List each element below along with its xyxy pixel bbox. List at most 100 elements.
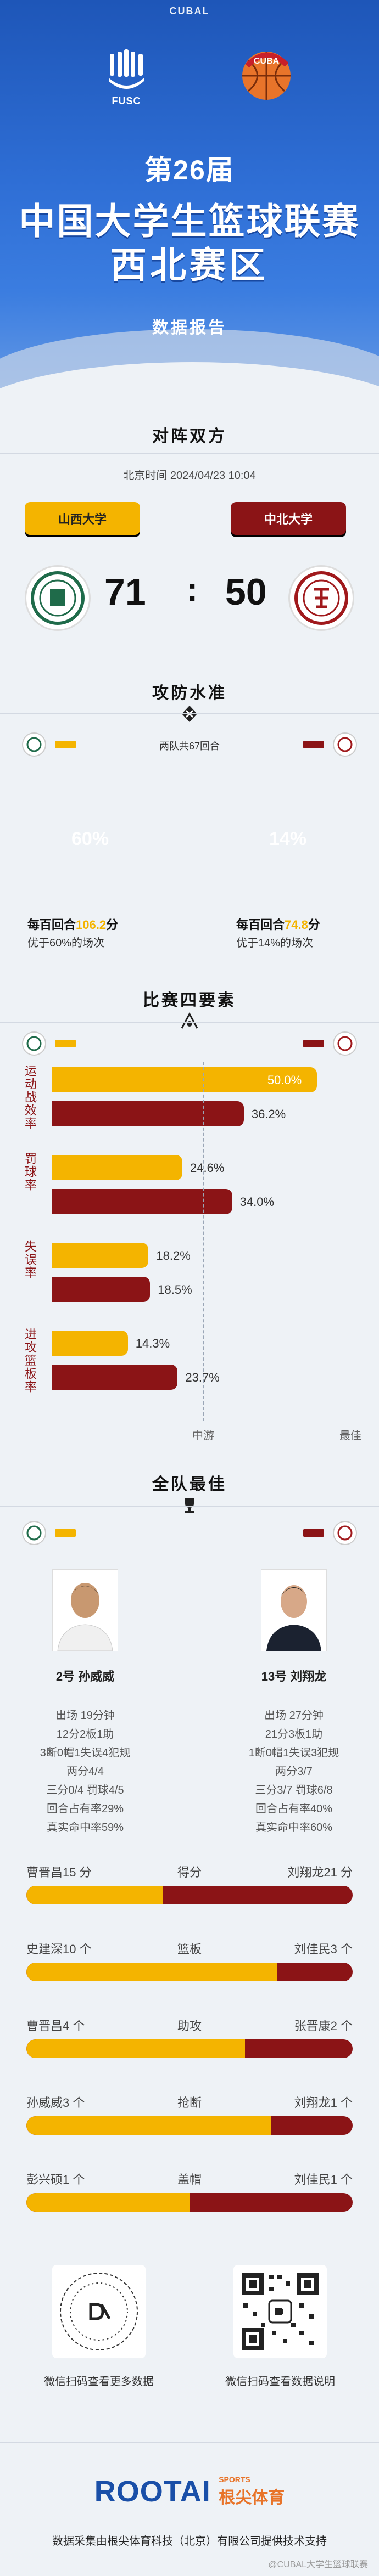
per100-prefix: 每百回合 [236, 918, 285, 932]
player-stat-line: 回合占有率29% [46, 1803, 124, 1815]
comparison-left-player: 曹晋昌4 个 [26, 2019, 85, 2033]
team-b-swatch [303, 1040, 324, 1047]
per100-value: 106.2 [76, 918, 107, 932]
score-separator: : [187, 571, 198, 608]
cuba-logo-icon: CUBA [236, 44, 297, 104]
comparison-stat-name: 得分 [177, 1865, 202, 1879]
team-b-swatch [303, 741, 324, 748]
factors-section-title: 比赛四要素 [143, 991, 236, 1010]
team-a-score: 71 [104, 571, 146, 613]
comparison-right-player: 刘翔龙21 分 [287, 1865, 353, 1879]
player-b-name: 13号 刘翔龙 [261, 1670, 327, 1683]
player-a-photo [52, 1569, 118, 1651]
qr-code-guide[interactable] [233, 2265, 327, 2358]
team-b-small-emblem-icon [333, 1031, 357, 1056]
team-a-pill: 山西大学 [25, 502, 140, 535]
per100-suffix: 分 [308, 918, 320, 932]
brand-cn: 根尖体育 [219, 2489, 285, 2507]
player-stat-line: 出场 19分钟 [55, 1710, 115, 1722]
factor-value-team-b: 23.7% [185, 1371, 220, 1384]
team-a-small-emblem-icon [22, 1031, 46, 1056]
cubal-wordmark: CUBAL [169, 5, 210, 16]
factor-label: 失误率 [23, 1240, 37, 1279]
fusc-logo: FUSC [102, 49, 151, 107]
divider [0, 453, 379, 454]
factor-value-team-a: 24.6% [190, 1161, 225, 1175]
player-b-photo [261, 1569, 327, 1651]
team-b-pill: 中北大学 [231, 502, 346, 535]
player-stat-line: 三分0/4 罚球4/5 [46, 1784, 124, 1796]
team-a-small-emblem-icon [22, 1521, 46, 1545]
region-title: 西北赛区 [110, 245, 269, 285]
team-b-per100: 每百回合74.8分 [236, 915, 320, 933]
comparison-left-player: 孙威威3 个 [26, 2096, 85, 2110]
fusc-label: FUSC [112, 95, 141, 106]
per100-prefix: 每百回合 [27, 918, 76, 932]
player-stat-line: 两分3/7 [275, 1766, 313, 1778]
team-a-better-than: 优于60%的场次 [27, 937, 105, 949]
factor-value-team-a: 18.2% [156, 1249, 191, 1262]
comparison-bar [26, 2039, 353, 2058]
comparison-left-player: 曹晋昌15 分 [26, 1865, 92, 1879]
player-stat-line: 21分3板1助 [265, 1728, 323, 1740]
basketball-court-icon [0, 1012, 379, 1034]
comparison-bar-fill [26, 1886, 164, 1904]
edition-label: 第26届 [144, 155, 235, 185]
factor-bar-team-b [52, 1277, 151, 1302]
comparison-stat-name: 抢断 [177, 2096, 202, 2110]
factor-value-team-b: 36.2% [251, 1107, 286, 1121]
rootai-brand: ROOTAI SPORTS 根尖体育 [0, 2474, 379, 2509]
team-b-small-emblem-icon [333, 1521, 357, 1545]
fusc-emblem-icon [104, 49, 148, 93]
team-b-better-than: 优于14%的场次 [236, 937, 314, 949]
factor-bar-team-b [52, 1101, 244, 1126]
footer-note: 数据采集由根尖体育科技（北京）有限公司提供技术支持 [52, 2535, 327, 2547]
qr-left-caption: 微信扫码查看更多数据 [44, 2376, 154, 2388]
team-b-score: 50 [225, 571, 267, 613]
factor-label: 运动战效率 [23, 1064, 37, 1130]
divider [0, 1022, 379, 1023]
player-stat-line: 3断0帽1失误4犯规 [40, 1747, 131, 1759]
team-a-percentile: 60% [71, 828, 109, 849]
comparison-bar-fill [26, 1963, 278, 1981]
factor-bar-team-a [52, 1331, 128, 1356]
factor-label: 罚球率 [23, 1152, 37, 1192]
team-a-small-emblem-icon [22, 732, 46, 757]
axis-mid-line [203, 1062, 204, 1421]
league-title: 中国大学生篮球联赛 [19, 201, 360, 241]
matchup-section-title: 对阵双方 [152, 427, 227, 446]
qr-code-data[interactable] [52, 2265, 146, 2358]
per100-value: 74.8 [285, 918, 308, 932]
divider [0, 1506, 379, 1507]
report-subtitle: 数据报告 [152, 319, 227, 337]
axis-mid-label: 中游 [192, 1430, 214, 1442]
comparison-bar-fill [26, 2193, 190, 2212]
best-section-title: 全队最佳 [152, 1475, 227, 1493]
factor-value-team-b: 18.5% [158, 1283, 192, 1297]
comparison-stat-name: 篮板 [177, 1942, 202, 1956]
comparison-right-player: 刘佳民3 个 [294, 1942, 353, 1956]
comparison-stat-name: 助攻 [177, 2019, 202, 2033]
player-stat-line: 12分2板1助 [56, 1728, 114, 1740]
rounds-label: 两队共67回合 [159, 741, 220, 752]
crossed-arrows-icon [0, 704, 379, 726]
player-stat-line: 1断0帽1失误3犯规 [248, 1747, 339, 1759]
svg-text:CUBA: CUBA [254, 57, 280, 66]
match-time: 北京时间 2024/04/23 10:04 [123, 470, 256, 482]
per100-suffix: 分 [106, 918, 119, 932]
factor-value-team-b: 34.0% [239, 1195, 275, 1209]
team-b-small-emblem-icon [333, 732, 357, 757]
player-a-name: 2号 孙威威 [55, 1670, 115, 1683]
comparison-right-player: 刘佳民1 个 [294, 2173, 353, 2186]
comparison-right-player: 张晋康2 个 [294, 2019, 353, 2033]
comparison-bar [26, 2116, 353, 2135]
divider [0, 2442, 379, 2443]
comparison-bar [26, 1963, 353, 1981]
team-a-swatch [55, 1040, 76, 1047]
comparison-right-player: 刘翔龙1 个 [294, 2096, 353, 2110]
comparison-bar-fill [26, 2116, 271, 2135]
team-a-per100: 每百回合106.2分 [27, 915, 118, 933]
comparison-bar [26, 1886, 353, 1904]
trophy-icon [0, 1496, 379, 1518]
player-stat-line: 真实命中率60% [255, 1822, 333, 1834]
